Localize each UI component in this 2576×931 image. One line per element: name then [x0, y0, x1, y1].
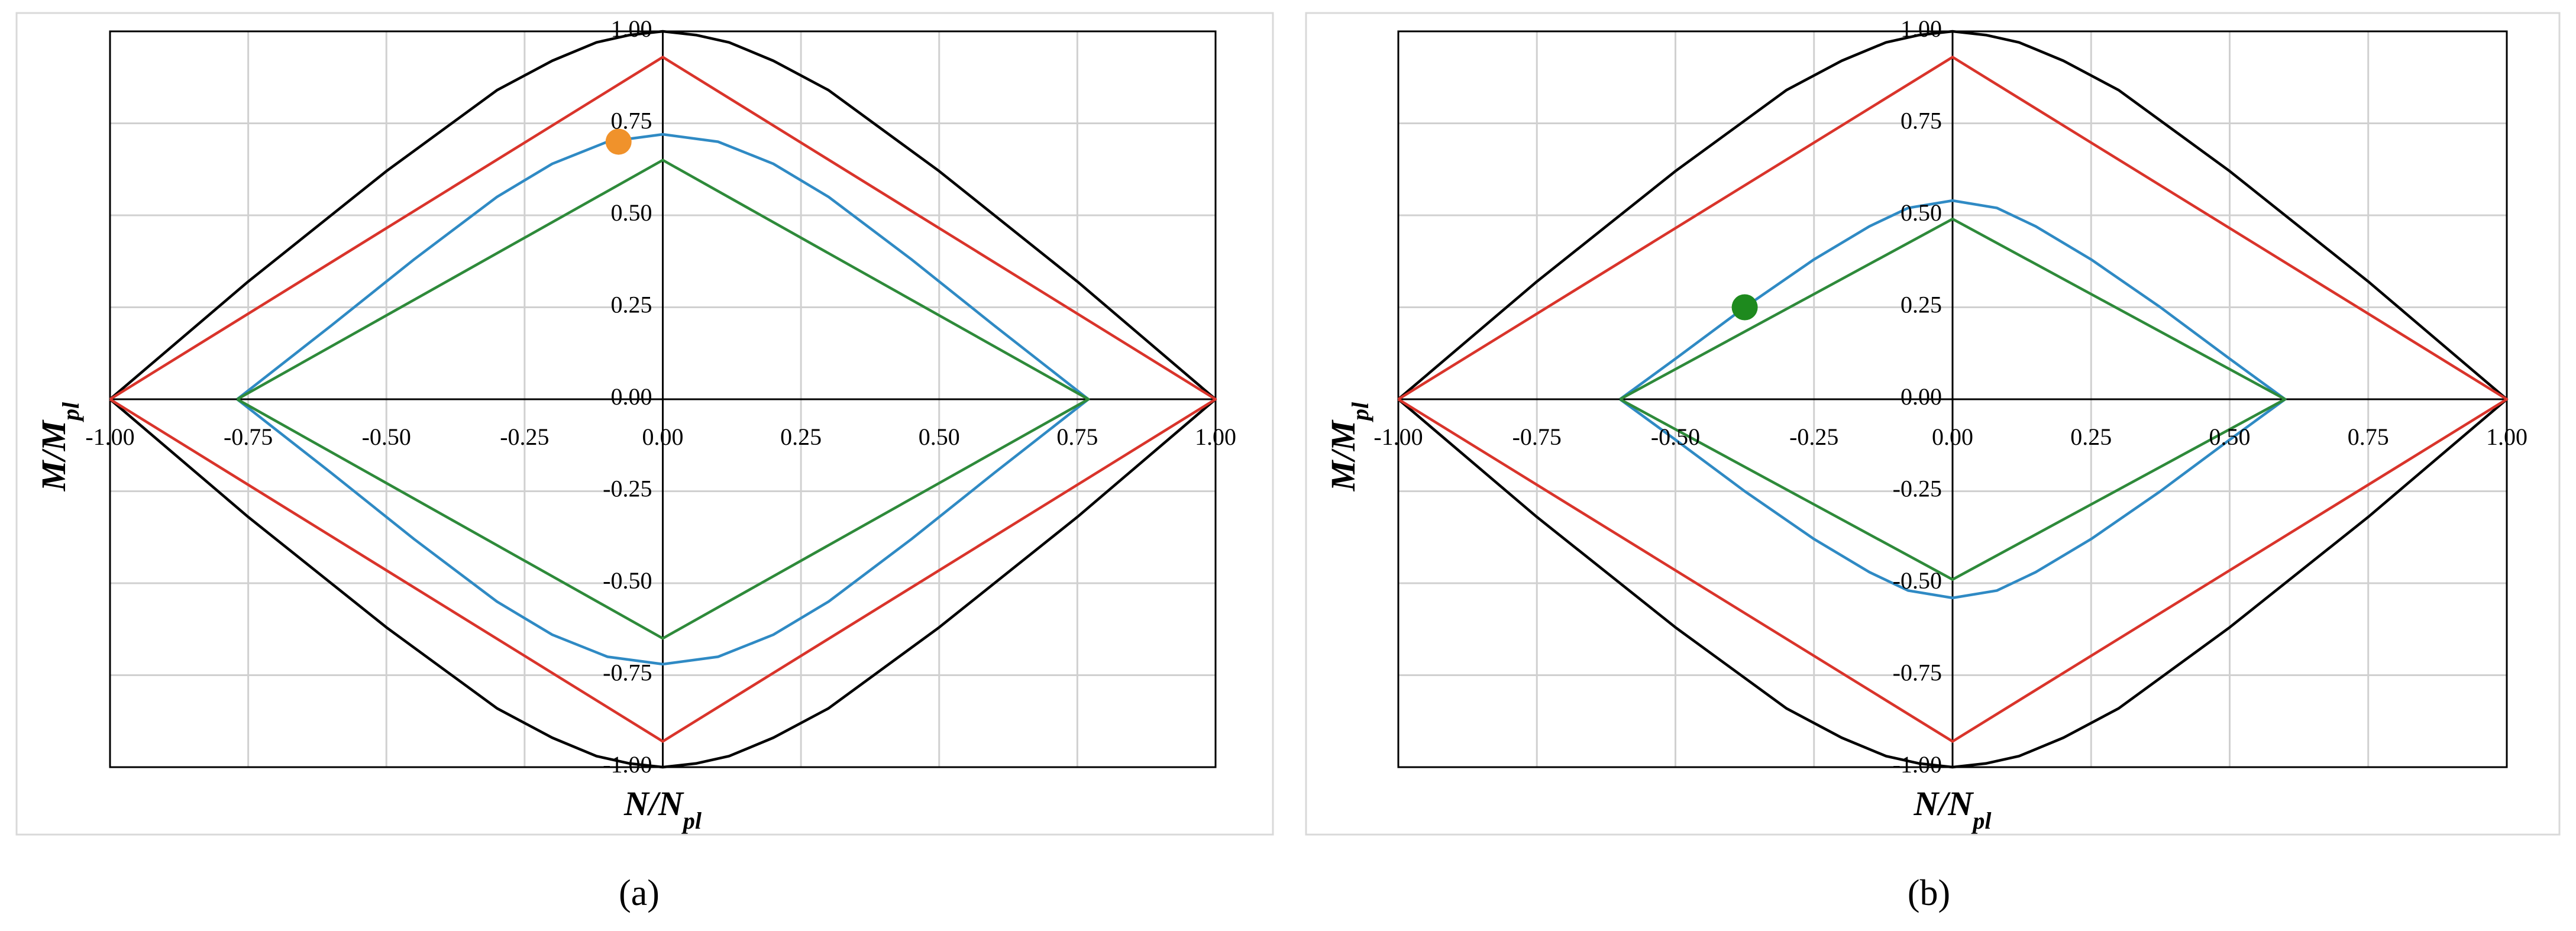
y-axis-label-sub: pl — [1347, 402, 1373, 422]
x-axis-label-main: N/N — [1913, 784, 1974, 823]
x-tick-label: 0.75 — [1056, 424, 1098, 450]
x-axis-label: N/Npl — [623, 784, 702, 834]
y-tick-label: -0.50 — [1893, 567, 1942, 594]
x-tick-label: -0.25 — [500, 424, 549, 450]
x-tick-label: -0.50 — [362, 424, 411, 450]
y-tick-label: 0.50 — [1901, 199, 1942, 226]
panel-caption: (b) — [1908, 873, 1950, 913]
chart-panel: -1.00 -0.75 -0.50 -0.25 0.00 0.25 0.50 0.75 1.00… — [15, 12, 1274, 913]
y-axis-label: M/Mpl — [1324, 402, 1373, 492]
x-axis-label-sub: pl — [1971, 807, 1992, 834]
x-tick-label: 0.00 — [642, 424, 684, 450]
y-tick-label: -1.00 — [603, 751, 652, 778]
x-tick-label: -0.75 — [1512, 424, 1562, 450]
y-tick-label: 1.00 — [611, 15, 652, 42]
y-tick-label: -0.25 — [1893, 476, 1942, 502]
y-axis-label: M/Mpl — [34, 402, 84, 492]
x-tick-label: -0.25 — [1789, 424, 1838, 450]
x-tick-label: 0.50 — [2209, 424, 2251, 450]
chart-frame — [1305, 12, 2561, 836]
y-axis-label-main: M/M — [1324, 419, 1362, 492]
y-tick-label: 0.25 — [611, 292, 652, 318]
x-tick-label: 0.00 — [1932, 424, 1973, 450]
panel-caption: (a) — [619, 873, 660, 913]
y-tick-label: -1.00 — [1893, 751, 1942, 778]
y-tick-label: 0.75 — [611, 108, 652, 134]
y-axis-label-main: M/M — [34, 419, 73, 492]
x-tick-label: 0.75 — [2348, 424, 2389, 450]
x-tick-label: 1.00 — [1195, 424, 1236, 450]
x-tick-label: -0.75 — [224, 424, 273, 450]
y-tick-label: 0.00 — [611, 383, 652, 410]
y-tick-label: -0.75 — [1893, 660, 1942, 686]
y-tick-label: 0.25 — [1901, 292, 1942, 318]
y-tick-label: 0.75 — [1901, 108, 1942, 134]
y-tick-label: -0.75 — [603, 660, 652, 686]
y-axis-label-sub: pl — [57, 402, 84, 422]
series-line — [1619, 217, 2287, 581]
y-tick-label: -0.50 — [603, 567, 652, 594]
series-line — [1397, 56, 2509, 743]
chart-panel: -1.00 -0.75 -0.50 -0.25 0.00 0.25 0.50 0.75 1.00… — [1305, 12, 2561, 913]
y-tick-label: 0.50 — [611, 199, 652, 226]
x-tick-label: -1.00 — [85, 424, 134, 450]
x-tick-label: 1.00 — [2486, 424, 2527, 450]
x-tick-label: 0.25 — [2070, 424, 2112, 450]
chart-frame — [15, 12, 1274, 836]
x-tick-label: -0.50 — [1651, 424, 1700, 450]
data-point — [605, 128, 632, 155]
x-tick-label: -1.00 — [1373, 424, 1423, 450]
y-tick-label: -0.25 — [603, 476, 652, 502]
x-tick-label: 0.25 — [780, 424, 822, 450]
x-axis-label: N/Npl — [1913, 784, 1992, 834]
data-point — [1731, 294, 1758, 321]
y-tick-label: 0.00 — [1901, 383, 1942, 410]
x-tick-label: 0.50 — [919, 424, 960, 450]
y-tick-label: 1.00 — [1901, 15, 1942, 42]
x-axis-label-sub: pl — [681, 807, 702, 834]
series-line — [236, 159, 1090, 640]
series-line — [109, 56, 1217, 743]
x-axis-label-main: N/N — [623, 784, 684, 823]
